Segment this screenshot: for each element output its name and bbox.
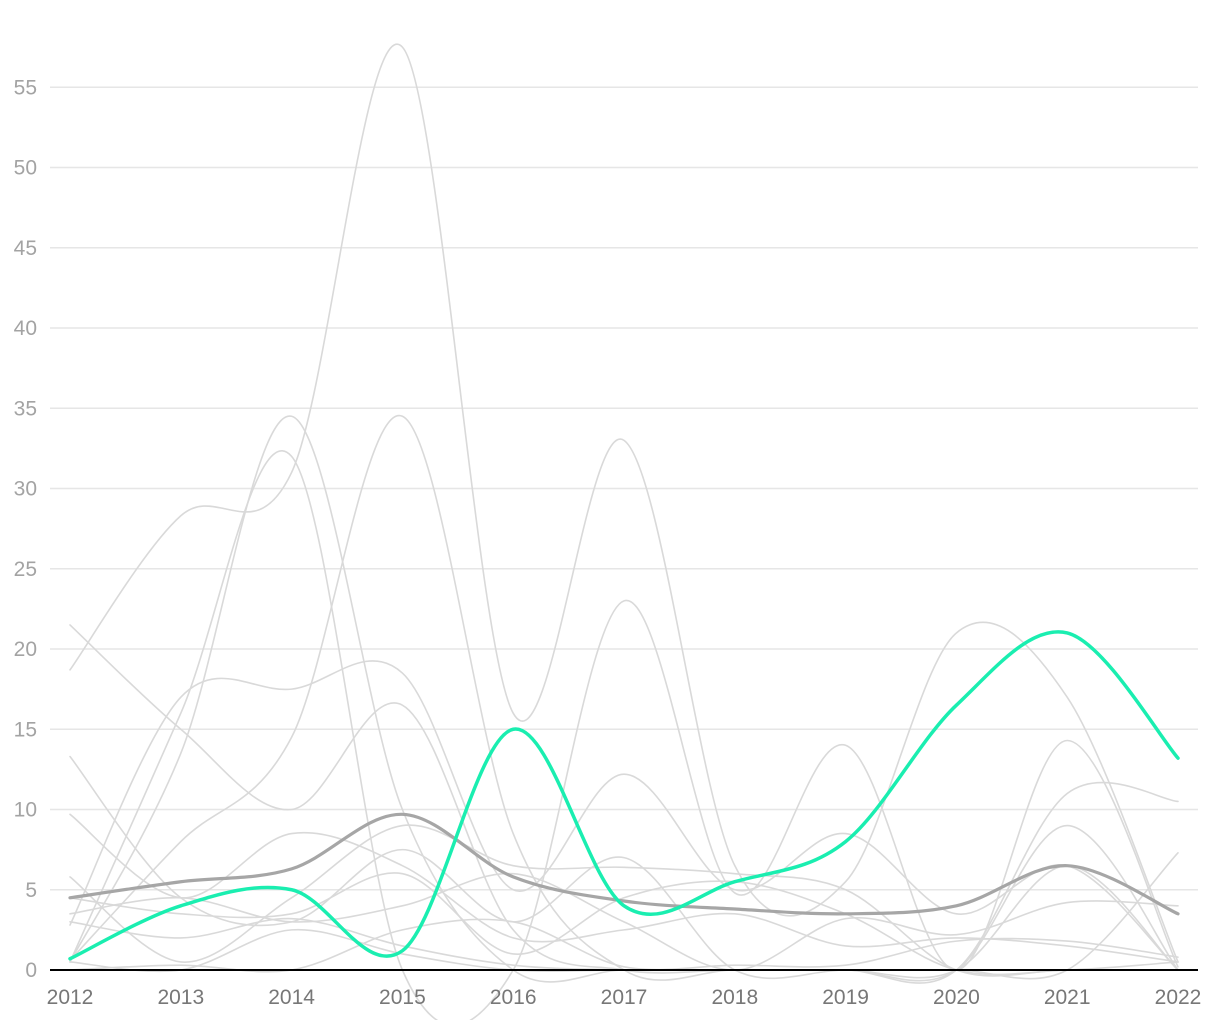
background-series-line <box>69 450 1179 1020</box>
background-series-line <box>69 917 1179 972</box>
y-tick-label: 0 <box>25 959 37 982</box>
background-series-line <box>69 824 1179 977</box>
background-series-group <box>69 43 1179 1020</box>
y-tick-label: 45 <box>14 237 37 260</box>
y-tick-label: 50 <box>14 157 37 180</box>
background-series-line <box>69 918 1179 973</box>
y-axis-tick-labels: 0 5 10 15 20 25 30 35 40 45 50 55 <box>14 76 37 982</box>
background-series-line <box>69 928 1179 973</box>
x-tick-label: 2015 <box>379 986 426 1009</box>
average-series-group <box>68 812 1180 916</box>
x-tick-label: 2013 <box>157 986 204 1009</box>
x-tick-label: 2020 <box>933 986 980 1009</box>
y-tick-label: 55 <box>14 76 37 99</box>
x-tick-label: 2017 <box>601 986 648 1009</box>
y-tick-label: 35 <box>14 397 37 420</box>
x-tick-label: 2018 <box>711 986 758 1009</box>
y-tick-label: 25 <box>14 558 37 581</box>
x-tick-label: 2021 <box>1044 986 1091 1009</box>
x-tick-label: 2016 <box>490 986 537 1009</box>
grid-lines <box>50 86 1198 891</box>
x-tick-label: 2014 <box>268 986 315 1009</box>
background-series-line <box>69 755 1179 980</box>
x-axis-tick-labels: 2012 2013 2014 2015 2016 2017 2018 2019 2020 2021… <box>47 986 1202 1009</box>
highlight-series-group <box>68 630 1180 961</box>
y-tick-label: 15 <box>14 718 37 741</box>
background-series-line <box>69 624 1179 984</box>
y-tick-label: 30 <box>14 478 37 501</box>
x-tick-label: 2022 <box>1155 986 1202 1009</box>
x-tick-label: 2012 <box>47 986 94 1009</box>
y-tick-label: 10 <box>14 799 37 822</box>
background-series-line <box>69 415 1179 981</box>
background-series-line <box>69 415 1179 983</box>
y-tick-label: 40 <box>14 317 37 340</box>
x-tick-label: 2019 <box>822 986 869 1009</box>
y-tick-label: 20 <box>14 638 37 661</box>
y-tick-label: 5 <box>25 879 37 902</box>
highlight-series-line <box>68 630 1180 961</box>
background-series-line <box>69 660 1179 971</box>
average-series-line <box>68 812 1180 916</box>
background-series-line <box>69 43 1179 963</box>
